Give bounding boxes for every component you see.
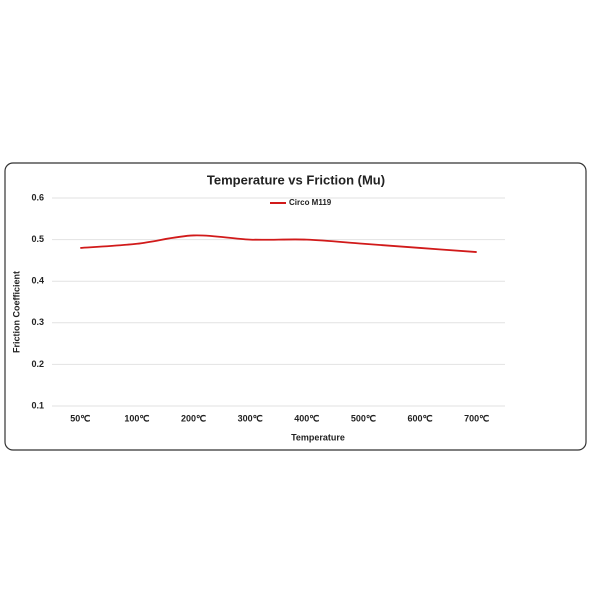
x-tick-label: 100℃ [124,413,149,423]
y-tick-label: 0.3 [31,317,44,327]
x-tick-label: 300℃ [238,413,263,423]
y-tick-label: 0.5 [31,234,44,244]
y-tick-label: 0.4 [31,276,44,286]
y-tick-label: 0.2 [31,359,44,369]
x-tick-label: 500℃ [351,413,376,423]
y-tick-label: 0.1 [31,400,44,410]
x-tick-label: 600℃ [408,413,433,423]
x-tick-label: 400℃ [294,413,319,423]
x-tick-label: 50℃ [70,413,90,423]
x-tick-label: 200℃ [181,413,206,423]
x-tick-label: 700℃ [464,413,489,423]
legend-label: Circo M119 [289,198,332,207]
y-tick-label: 0.6 [31,192,44,202]
line-series [80,234,477,253]
x-axis-label: Temperature [291,432,345,442]
chart-frame [4,162,587,451]
y-axis-label: Friction Coefficient [11,271,21,353]
chart-title: Temperature vs Friction (Mu) [207,172,385,187]
